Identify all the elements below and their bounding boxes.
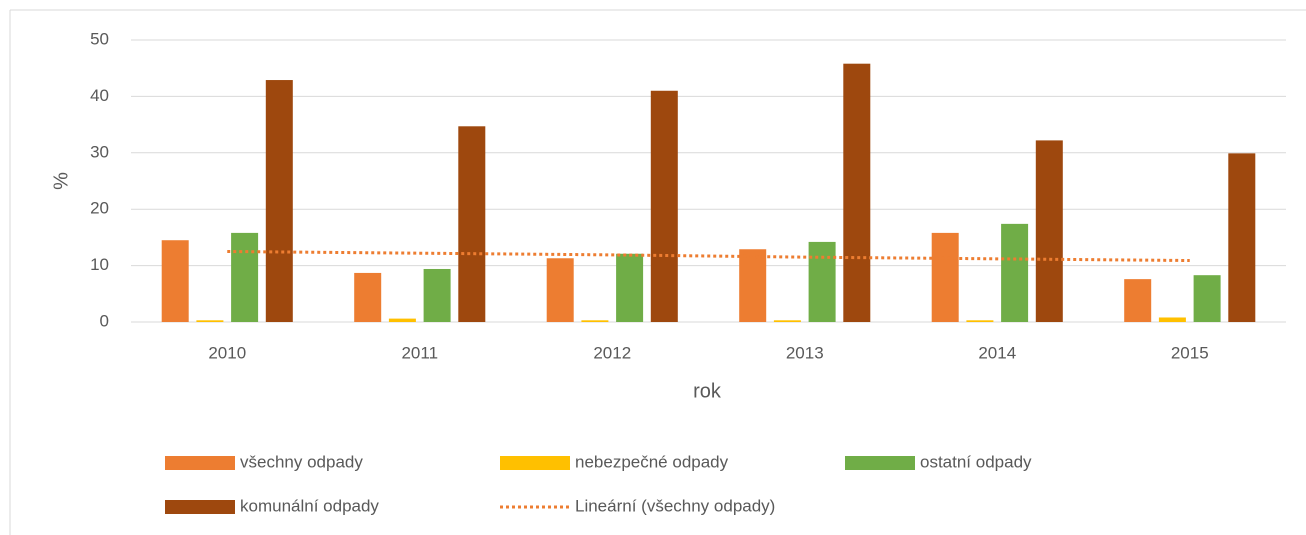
bar: [423, 268, 451, 322]
x-tick-label: 2012: [593, 343, 631, 362]
x-tick-label: 2014: [978, 343, 1016, 362]
y-tick-label: 40: [90, 86, 109, 105]
x-axis-label: rok: [693, 380, 722, 402]
bar: [773, 320, 801, 322]
bar: [265, 80, 293, 322]
bar: [616, 253, 644, 322]
bar: [581, 320, 609, 322]
y-axis-label: %: [50, 172, 72, 190]
bar: [1228, 153, 1256, 322]
legend-label: všechny odpady: [240, 452, 363, 471]
bar: [458, 126, 486, 323]
x-tick-label: 2011: [401, 343, 438, 362]
y-tick-label: 50: [90, 29, 109, 48]
bar: [231, 232, 259, 322]
trend-line: [227, 250, 1190, 263]
bar: [1035, 140, 1063, 322]
bar: [843, 63, 871, 323]
legend-label: ostatní odpady: [920, 452, 1032, 471]
bar: [161, 240, 189, 322]
bar: [808, 241, 836, 322]
legend-swatch: [165, 500, 235, 514]
bar: [1124, 279, 1152, 322]
bar: [1001, 223, 1029, 322]
legend-swatch: [500, 456, 570, 470]
bar: [196, 320, 224, 322]
legend-label: nebezpečné odpady: [575, 452, 729, 471]
x-tick-label: 2010: [208, 343, 246, 362]
y-tick-label: 20: [90, 199, 109, 218]
bar: [966, 320, 994, 322]
y-tick-label: 0: [100, 311, 109, 330]
bar: [546, 258, 574, 322]
legend-label: Lineární (všechny odpady): [575, 496, 775, 515]
x-tick-label: 2013: [786, 343, 824, 362]
bar: [1158, 317, 1186, 322]
legend-swatch: [165, 456, 235, 470]
bar: [1193, 275, 1221, 322]
legend-label: komunální odpady: [240, 496, 379, 515]
bar: [354, 272, 382, 322]
bar: [739, 249, 767, 322]
y-tick-label: 10: [90, 255, 109, 274]
bar: [931, 232, 959, 322]
x-tick-label: 2015: [1171, 343, 1209, 362]
bar: [650, 90, 678, 322]
bar: [388, 318, 416, 322]
legend-swatch: [845, 456, 915, 470]
y-tick-label: 30: [90, 142, 109, 161]
